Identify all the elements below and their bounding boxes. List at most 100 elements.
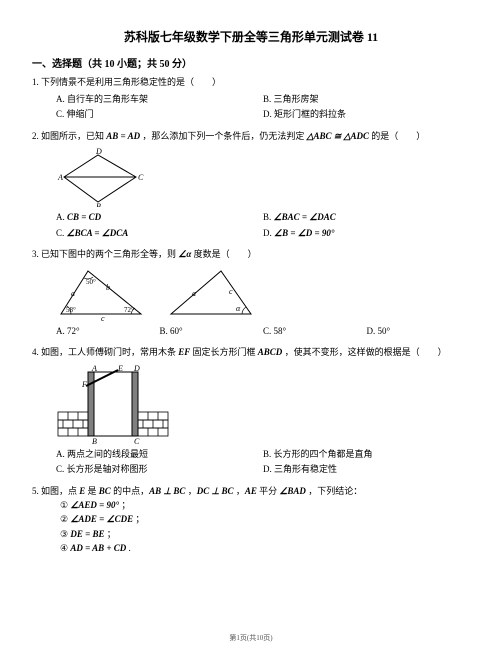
q5-e4: DC ⊥ BC	[197, 486, 234, 496]
q5-e3: AB ⊥ BC	[149, 486, 185, 496]
q2-text: 2. 如图所示，已知 AB = AD ，那么添加下列一个条件后，仍无法判定 △A…	[46, 130, 470, 144]
q5-e6: ∠BAD	[279, 486, 306, 496]
q1-opt-b: B. 三角形房架	[263, 93, 470, 107]
svg-text:D: D	[133, 364, 140, 373]
q2-c-pre: C.	[56, 228, 67, 238]
q4-p1: 4. 如图，工人师傅砌门时，常用木条	[32, 347, 178, 357]
q5-s1-eq: ∠AED = 90°	[70, 500, 119, 510]
question-2: 2. 如图所示，已知 AB = AD ，那么添加下列一个条件后，仍无法判定 △A…	[32, 130, 470, 243]
q1-opt-c: C. 伸缩门	[56, 108, 263, 122]
svg-text:b: b	[106, 283, 110, 292]
q2-p1: 2. 如图所示，已知	[32, 131, 106, 141]
q5-statements: ① ∠AED = 90° ； ② ∠ADE = ∠CDE ； ③ DE = BE…	[46, 498, 470, 556]
q5-s3-pre: ③	[60, 529, 70, 539]
q3-options: A. 72° B. 60° C. 58° D. 50°	[46, 325, 470, 341]
q5-s2-pre: ②	[60, 514, 70, 524]
question-5: 5. 如图，点 E 是 BC 的中点，AB ⊥ BC ，DC ⊥ BC ，AE …	[32, 485, 470, 556]
q2-options: A. CB = CD B. ∠BAC = ∠DAC C. ∠BCA = ∠DCA…	[46, 211, 470, 242]
q1-opt-a: A. 自行车的三角形车架	[56, 93, 263, 107]
q3-opt-c: C. 58°	[263, 325, 367, 339]
q4-opt-a: A. 两点之间的线段最短	[56, 448, 263, 462]
q2-b-pre: B.	[263, 212, 274, 222]
q4-figure: A E D F B C	[46, 364, 470, 444]
svg-text:a: a	[192, 289, 196, 298]
svg-text:c: c	[101, 314, 105, 321]
q4-opt-c: C. 长方形是轴对称图形	[56, 463, 263, 477]
svg-text:C: C	[134, 437, 140, 444]
q4-opt-d: D. 三角形有稳定性	[263, 463, 470, 477]
q2-figure: A D C B	[46, 147, 470, 207]
q5-s4-suf: .	[126, 543, 131, 553]
svg-text:a: a	[71, 289, 75, 298]
page-footer: 第1页(共10页)	[0, 633, 502, 643]
svg-text:F: F	[81, 380, 87, 389]
svg-text:α: α	[236, 304, 241, 313]
q3-svg1: 50° 58° 72° a b c	[56, 266, 146, 321]
q2-a-eq: CB = CD	[67, 212, 101, 222]
svg-text:A: A	[57, 173, 63, 182]
q2-a-pre: A.	[56, 212, 67, 222]
q5-s3: ③ DE = BE ；	[60, 527, 470, 541]
q2-d-pre: D.	[263, 228, 274, 238]
q5-s1-pre: ①	[60, 500, 70, 510]
q5-p2: 是	[85, 486, 99, 496]
q5-s2: ② ∠ADE = ∠CDE ；	[60, 512, 470, 526]
q2-opt-b: B. ∠BAC = ∠DAC	[263, 211, 470, 225]
q2-opt-d: D. ∠B = ∠D = 90°	[263, 227, 470, 241]
q4-svg: A E D F B C	[56, 364, 176, 444]
q2-eq1: AB = AD	[106, 131, 140, 141]
q5-e5: AE	[245, 486, 257, 496]
q2-c-eq: ∠BCA = ∠DCA	[67, 228, 129, 238]
q3-opt-b: B. 60°	[160, 325, 264, 339]
q4-eq2: ABCD	[258, 347, 283, 357]
q5-p3: 的中点，	[111, 486, 149, 496]
q3-opt-a: A. 72°	[56, 325, 160, 339]
q1-opt-d: D. 矩形门框的斜拉条	[263, 108, 470, 122]
q2-eq2: △ABC ≅ △ADC	[307, 131, 369, 141]
svg-text:c: c	[229, 287, 233, 296]
q1-text: 1. 下列情景不是利用三角形稳定性的是（ ）	[46, 76, 470, 90]
svg-text:50°: 50°	[86, 278, 96, 286]
page-title: 苏科版七年级数学下册全等三角形单元测试卷 11	[32, 28, 470, 45]
question-3: 3. 已知下图中的两个三角形全等，则 ∠α 度数是（ ） 50° 58° 72°…	[32, 248, 470, 340]
svg-text:C: C	[138, 173, 144, 182]
q3-p2: 度数是（ ）	[191, 249, 256, 259]
svg-text:D: D	[95, 147, 102, 156]
q2-opt-a: A. CB = CD	[56, 211, 263, 225]
q3-opt-d: D. 50°	[367, 325, 471, 339]
q4-opt-b: B. 长方形的四个角都是直角	[263, 448, 470, 462]
q5-e2: BC	[99, 486, 111, 496]
q5-s4: ④ AD = AB + CD .	[60, 541, 470, 555]
q3-p1: 3. 已知下图中的两个三角形全等，则	[32, 249, 178, 259]
q5-s4-eq: AD = AB + CD	[70, 543, 126, 553]
q5-s2-suf: ；	[133, 514, 144, 524]
q5-s1: ① ∠AED = 90° ；	[60, 498, 470, 512]
q5-p5: ，	[234, 486, 245, 496]
svg-text:B: B	[96, 202, 101, 207]
q5-p7: ，下列结论：	[306, 486, 362, 496]
q2-opt-c: C. ∠BCA = ∠DCA	[56, 227, 263, 241]
q4-eq1: EF	[178, 347, 190, 357]
svg-text:58°: 58°	[66, 306, 76, 314]
q3-text: 3. 已知下图中的两个三角形全等，则 ∠α 度数是（ ）	[46, 248, 470, 262]
svg-text:B: B	[92, 437, 97, 444]
q5-s2-eq: ∠ADE = ∠CDE	[70, 514, 133, 524]
q5-s1-suf: ；	[119, 500, 130, 510]
q5-s3-eq: DE = BE	[70, 529, 104, 539]
q4-text: 4. 如图，工人师傅砌门时，常用木条 EF 固定长方形门框 ABCD ，使其不变…	[46, 346, 470, 360]
section-header: 一、选择题（共 10 小题；共 50 分）	[32, 55, 470, 70]
q5-p4: ，	[185, 486, 196, 496]
q4-p2: 固定长方形门框	[190, 347, 258, 357]
q4-p3: ，使其不变形，这样做的根据是（ ）	[282, 347, 446, 357]
q5-s4-pre: ④	[60, 543, 70, 553]
q4-options: A. 两点之间的线段最短 B. 长方形的四个角都是直角 C. 长方形是轴对称图形…	[46, 448, 470, 479]
q5-text: 5. 如图，点 E 是 BC 的中点，AB ⊥ BC ，DC ⊥ BC ，AE …	[46, 485, 470, 499]
q5-p6: 平分	[257, 486, 280, 496]
q2-p3: 的是（ ）	[369, 131, 425, 141]
q2-p2: ，那么添加下列一个条件后，仍无法判定	[140, 131, 307, 141]
q2-d-eq: ∠B = ∠D = 90°	[274, 228, 335, 238]
q5-p1: 5. 如图，点	[32, 486, 79, 496]
q2-b-eq: ∠BAC = ∠DAC	[274, 212, 336, 222]
question-1: 1. 下列情景不是利用三角形稳定性的是（ ） A. 自行车的三角形车架 B. 三…	[32, 76, 470, 124]
q5-s3-suf: ；	[104, 529, 115, 539]
